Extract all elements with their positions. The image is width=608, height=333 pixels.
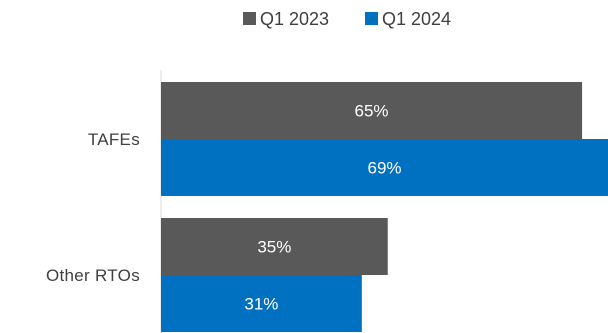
legend-label-1: Q1 2023	[260, 9, 329, 29]
data-label-1-1: 65%	[355, 102, 389, 121]
category-labels: TAFEs Other RTOs	[46, 130, 140, 285]
data-label-2-1: 35%	[257, 238, 291, 257]
category-label-2: Other RTOs	[46, 266, 140, 285]
bar-1-1	[161, 82, 583, 139]
bars-layer: 65% 69% 35% 31%	[161, 82, 608, 332]
legend-swatch-2	[365, 12, 378, 25]
bar-2-2	[161, 275, 362, 332]
legend-swatch-1	[243, 12, 256, 25]
legend: Q1 2023 Q1 2024	[243, 9, 451, 29]
bar-1-2	[161, 139, 608, 196]
category-label-1: TAFEs	[88, 130, 140, 149]
legend-label-2: Q1 2024	[382, 9, 451, 29]
bar-2-1	[161, 218, 388, 275]
data-label-1-2: 69%	[367, 159, 401, 178]
data-label-2-2: 31%	[244, 295, 278, 314]
